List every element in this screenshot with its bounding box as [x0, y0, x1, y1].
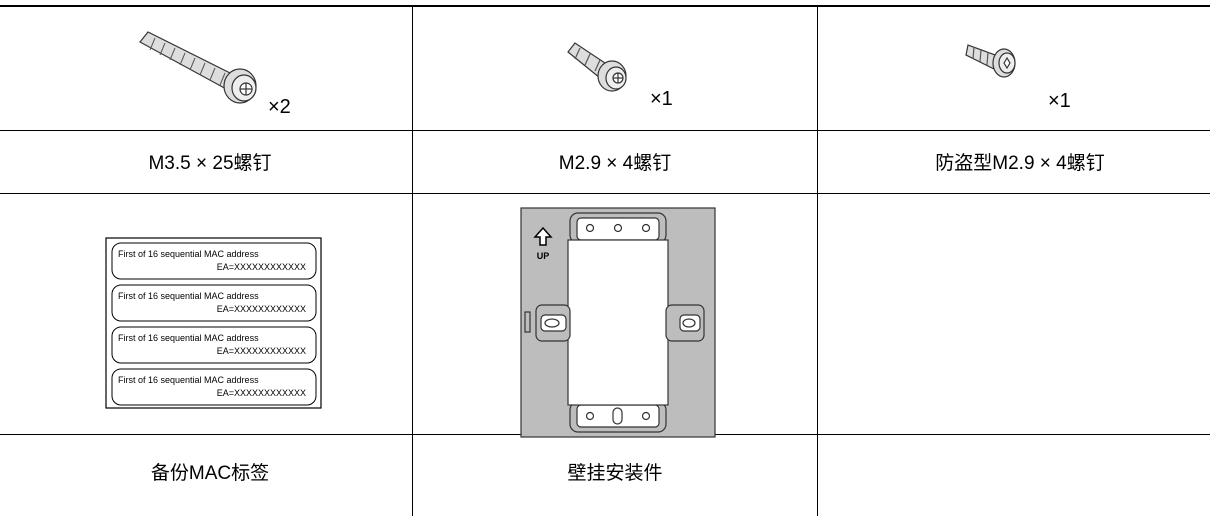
wall-mount-illustration: UP: [520, 207, 716, 438]
screw-illustration: [965, 44, 1016, 78]
column-divider: [412, 5, 413, 516]
mac-label-line: First of 16 sequential MAC address: [118, 333, 259, 343]
screw-illustration: [567, 42, 627, 92]
mac-label: [111, 284, 317, 322]
mac-label: [111, 242, 317, 280]
screw-illustration: [139, 31, 257, 104]
mac-label-line: EA=XXXXXXXXXXXX: [217, 388, 306, 398]
item-name: M2.9 × 4螺钉: [558, 153, 672, 174]
mac-label-line: EA=XXXXXXXXXXXX: [217, 262, 306, 272]
mac-label-line: First of 16 sequential MAC address: [118, 291, 259, 301]
table-border: [0, 5, 1210, 7]
row-divider: [0, 193, 1210, 194]
mac-label-line: EA=XXXXXXXXXXXX: [217, 346, 306, 356]
item-name: 壁挂安装件: [567, 463, 663, 484]
quantity: ×1: [650, 88, 673, 110]
mac-label: [111, 326, 317, 364]
quantity: ×2: [268, 96, 291, 118]
mac-label-sheet: First of 16 sequential MAC address EA=XXX…: [105, 237, 322, 409]
item-name: M3.5 × 25螺钉: [148, 153, 272, 174]
mac-label-line: First of 16 sequential MAC address: [118, 375, 259, 385]
item-name: 防盗型M2.9 × 4螺钉: [935, 153, 1105, 174]
mac-label-line: First of 16 sequential MAC address: [118, 249, 259, 259]
orientation-mark: UP: [537, 251, 550, 261]
mac-label: [111, 368, 317, 406]
column-divider: [817, 5, 818, 516]
item-name: 备份MAC标签: [150, 463, 270, 484]
mac-label-line: EA=XXXXXXXXXXXX: [217, 304, 306, 314]
row-divider: [0, 130, 1210, 131]
quantity: ×1: [1048, 90, 1071, 112]
